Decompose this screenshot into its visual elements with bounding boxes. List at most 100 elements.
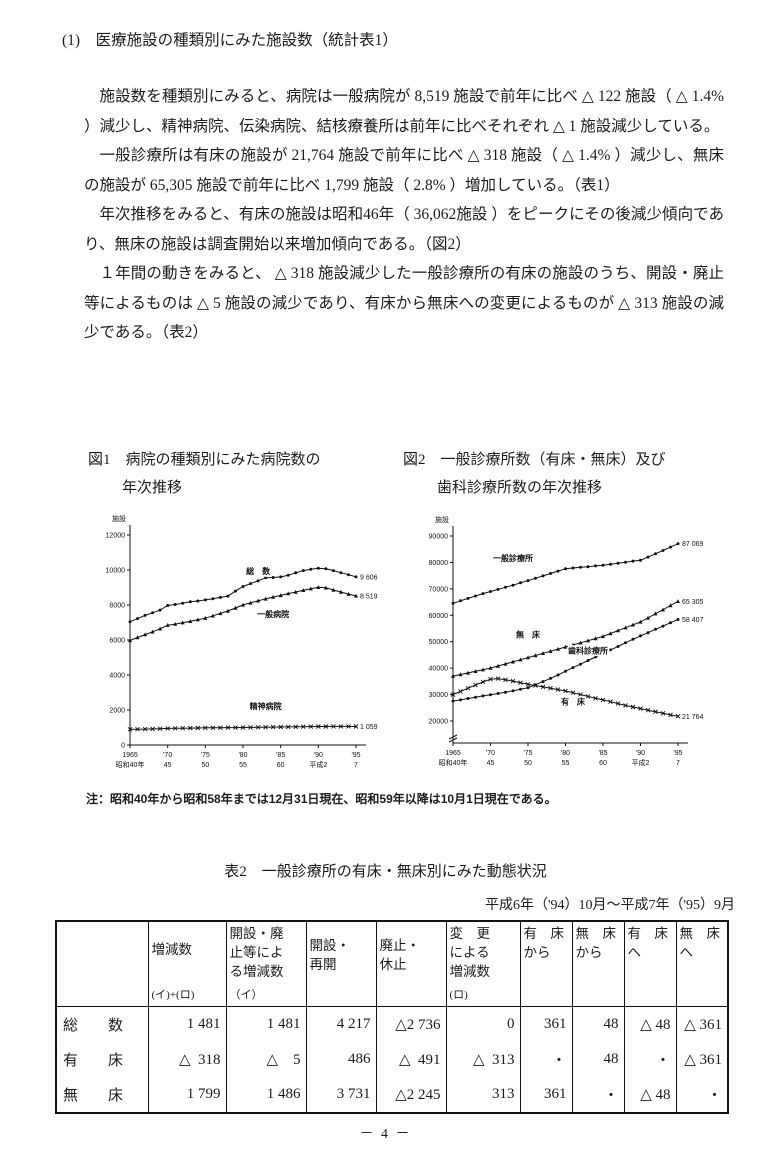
x-tick-label: '85	[276, 752, 285, 759]
fig2-caption-line1: 図2 一般診療所数（有床・無床）及び	[403, 452, 666, 468]
header-cell	[55, 921, 149, 1007]
data-cell: △ 361	[675, 1006, 729, 1042]
series-line	[452, 600, 679, 677]
header-cell: 増減数 (イ)+(ロ)	[147, 921, 227, 1007]
data-cell: 313	[445, 1077, 521, 1113]
y-tick-label: 12000	[106, 533, 126, 540]
x-tick-label: '80	[561, 750, 570, 757]
series-end-value: 58 407	[682, 617, 704, 624]
y-tick-label: 50000	[429, 639, 449, 646]
x-tick-era-label: 昭和40年	[116, 760, 145, 769]
data-cell: 361	[519, 1006, 573, 1042]
fig1-caption-line1: 図1 病院の種類別にみた病院数の	[88, 452, 321, 468]
series-label: 無 床	[516, 630, 541, 640]
series-歯科診療所: 歯科診療所 58 407	[451, 617, 704, 703]
table-header-row: 増減数 (イ)+(ロ) 開設・廃 止等によ る増減数 （イ） 開設・ 再開 廃止・ 休止変…	[55, 921, 729, 1007]
x-tick-era-label: 平成2	[309, 760, 327, 769]
data-cell: ・	[519, 1042, 573, 1077]
header-cell: 廃止・ 休止	[375, 921, 447, 1007]
series-end-value: 65 305	[682, 599, 704, 606]
y-tick-label: 40000	[429, 666, 449, 673]
x-tick-label: '90	[314, 752, 323, 759]
body-paragraphs: 施設数を種類別にみると、病院は一般病院が 8,519 施設で前年に比べ △ 12…	[84, 82, 724, 348]
y-tick-label: 4000	[109, 673, 125, 680]
header-cell: 有 床 から	[519, 921, 573, 1007]
series-一般診療所: 一般診療所 87 069	[451, 541, 704, 605]
data-cell: 486	[305, 1042, 377, 1077]
y-tick-label: 20000	[429, 719, 449, 726]
data-cell: △2 245	[375, 1077, 447, 1113]
y-tick-label: 30000	[429, 692, 449, 699]
data-cell: 0	[445, 1006, 521, 1042]
x-tick-label: '90	[636, 750, 645, 757]
y-tick-label: 8000	[109, 603, 125, 610]
series-line	[452, 619, 679, 702]
axis-labels: 施設 20000 30000 40000 50000 60000 70000 80000 900…	[429, 515, 683, 767]
data-cell: 3 731	[305, 1077, 377, 1113]
series-end-value: 21 764	[682, 714, 704, 721]
x-tick-label: 1965	[122, 752, 138, 759]
data-cell: 1 481	[147, 1006, 227, 1042]
x-tick-label: '80	[238, 752, 247, 759]
x-tick-label: '70	[163, 752, 172, 759]
data-cell: △ 48	[623, 1077, 677, 1113]
y-tick-label: 0	[121, 743, 125, 750]
series-label: 一般病院	[257, 609, 289, 619]
series-無床: 無 床 65 305	[451, 599, 704, 678]
y-tick-label: 80000	[429, 560, 449, 567]
x-tick-label: '75	[201, 752, 210, 759]
x-tick-label: '75	[523, 750, 532, 757]
data-cell: ・	[623, 1042, 677, 1077]
paragraph-3: 年次推移をみると、有床の施設は昭和46年（ 36,062施設 ）をピークにその後…	[84, 206, 724, 253]
data-cell: 48	[571, 1006, 625, 1042]
row-label: 有 床	[55, 1042, 149, 1077]
header-cell: 開設・ 再開	[305, 921, 377, 1007]
x-tick-era-label: 50	[524, 760, 532, 767]
y-tick-label: 2000	[109, 708, 125, 715]
x-tick-era-label: 55	[562, 760, 570, 767]
data-cell: △ 491	[375, 1042, 447, 1077]
x-tick-era-label: 45	[487, 760, 495, 767]
series-一般病院: 一般病院 8 519	[128, 585, 378, 643]
x-tick-era-label: 昭和40年	[439, 758, 468, 767]
x-tick-era-label: 55	[239, 762, 247, 769]
axes	[448, 526, 688, 746]
section-heading: (1) 医療施設の種類別にみた施設数（統計表1）	[62, 32, 398, 49]
series-line	[129, 586, 357, 641]
x-tick-label: '85	[598, 750, 607, 757]
y-tick-label: 70000	[429, 586, 449, 593]
data-cell: 1 799	[147, 1077, 227, 1113]
y-tick-label: 10000	[106, 568, 126, 575]
data-cell: 1 481	[225, 1006, 307, 1042]
header-cell: 有 床 へ	[623, 921, 677, 1007]
series-総数: 総 数 9 606	[128, 564, 378, 624]
header-cell: 無 床 から	[571, 921, 625, 1007]
series-label: 一般診療所	[493, 553, 533, 563]
data-cell: △ 318	[147, 1042, 227, 1077]
header-cell: 開設・廃 止等によ る増減数 （イ）	[225, 921, 307, 1007]
data-cell: 4 217	[305, 1006, 377, 1042]
x-tick-label: '95	[351, 752, 360, 759]
x-tick-label: 1965	[445, 750, 461, 757]
table2: 増減数 (イ)+(ロ) 開設・廃 止等によ る増減数 （イ） 開設・ 再開 廃止・ 休止変…	[55, 920, 729, 1114]
x-tick-era-label: 60	[599, 760, 607, 767]
paragraph-1: 施設数を種類別にみると、病院は一般病院が 8,519 施設で前年に比べ △ 12…	[84, 88, 724, 135]
series-label: 総 数	[246, 566, 271, 576]
fig2-line-chart: 施設 20000 30000 40000 50000 60000 70000 80000 900…	[429, 515, 704, 767]
x-tick-era-label: 50	[201, 762, 209, 769]
data-cell: 361	[519, 1077, 573, 1113]
table2-period: 平成6年（'94）10月～平成7年（'95）9月	[484, 898, 735, 913]
data-cell: ・	[675, 1077, 729, 1113]
series-label: 有 床	[561, 697, 586, 707]
data-cell: △ 313	[445, 1042, 521, 1077]
x-tick-label: '95	[673, 750, 682, 757]
fig1-caption-line2: 年次推移	[122, 480, 183, 496]
fig2-caption: 図2 一般診療所数（有床・無床）及び 歯科診療所数の年次推移	[403, 446, 666, 502]
series-精神病院: 精神病院 1 059	[127, 700, 378, 732]
series-end-value: 1 059	[360, 724, 378, 731]
y-tick-label: 60000	[429, 613, 449, 620]
